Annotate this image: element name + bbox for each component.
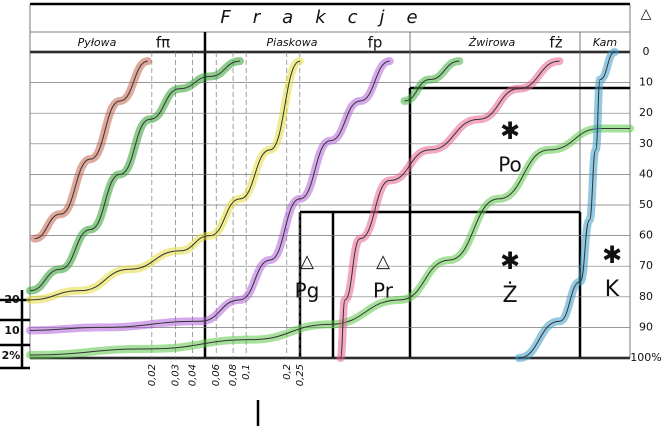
- zone-symbol: △: [376, 251, 390, 272]
- curve: [34, 60, 149, 240]
- y-tick-label: 30: [639, 137, 653, 150]
- y-tick-label: 40: [639, 167, 653, 180]
- zone-symbol: ✱: [602, 241, 622, 269]
- left-label: 10: [4, 324, 20, 337]
- x-tick-label: 0,25: [295, 364, 306, 386]
- zone-symbol: ✱: [500, 117, 520, 145]
- curve: [29, 128, 630, 356]
- zone-symbol: ✱: [500, 247, 520, 275]
- y-tick-label: 90: [639, 320, 653, 333]
- fraction-name: Kam: [593, 36, 617, 49]
- fraction-symbol: fż: [549, 34, 562, 52]
- zone-label: Pr: [373, 279, 394, 303]
- x-tick-label: 0,06: [211, 364, 222, 386]
- zone-symbol: △: [300, 251, 314, 272]
- left-label: 20: [4, 293, 20, 306]
- axis-symbol: △: [641, 6, 652, 22]
- fraction-name: Piaskowa: [267, 36, 318, 49]
- curve: [29, 60, 390, 331]
- x-tick-label: 0,03: [171, 364, 182, 386]
- y-tick-label: 10: [639, 76, 653, 89]
- x-tick-label: 0,1: [241, 364, 252, 380]
- curve: [339, 60, 560, 359]
- zone-label: Pg: [295, 279, 320, 303]
- zone-label: Ż: [502, 282, 517, 308]
- curve: [518, 51, 615, 359]
- fraction-name: Żwirowa: [468, 36, 516, 49]
- fraction-symbol: fπ: [156, 34, 170, 52]
- left-label: 2%: [2, 349, 21, 362]
- curve: [29, 60, 301, 301]
- fraction-name: Pyłowa: [78, 36, 117, 49]
- y-tick-label: 0: [643, 45, 650, 58]
- curve: [29, 60, 240, 292]
- x-tick-label: 0,2: [282, 364, 293, 380]
- zones: △ Pg △ Pr ✱ Po ✱ Ż ✱ K: [295, 117, 622, 308]
- curve: [404, 60, 460, 102]
- x-tick-label: 0,02: [147, 364, 158, 386]
- fraction-symbol: fp: [368, 34, 383, 52]
- y-tick-label: 70: [639, 259, 653, 272]
- y-tick-label: 60: [639, 229, 653, 242]
- x-tick-label: 0,04: [187, 364, 198, 386]
- y-tick-label: 50: [639, 198, 653, 211]
- y-tick-label: 100%: [630, 351, 661, 364]
- y-tick-label: 20: [639, 106, 653, 119]
- y-tick-label: 80: [639, 290, 653, 303]
- zone-label: K: [605, 277, 620, 302]
- zone-label: Po: [498, 153, 522, 177]
- x-tick-label: 0,08: [228, 364, 239, 386]
- chart-title: Frakcje: [220, 7, 439, 28]
